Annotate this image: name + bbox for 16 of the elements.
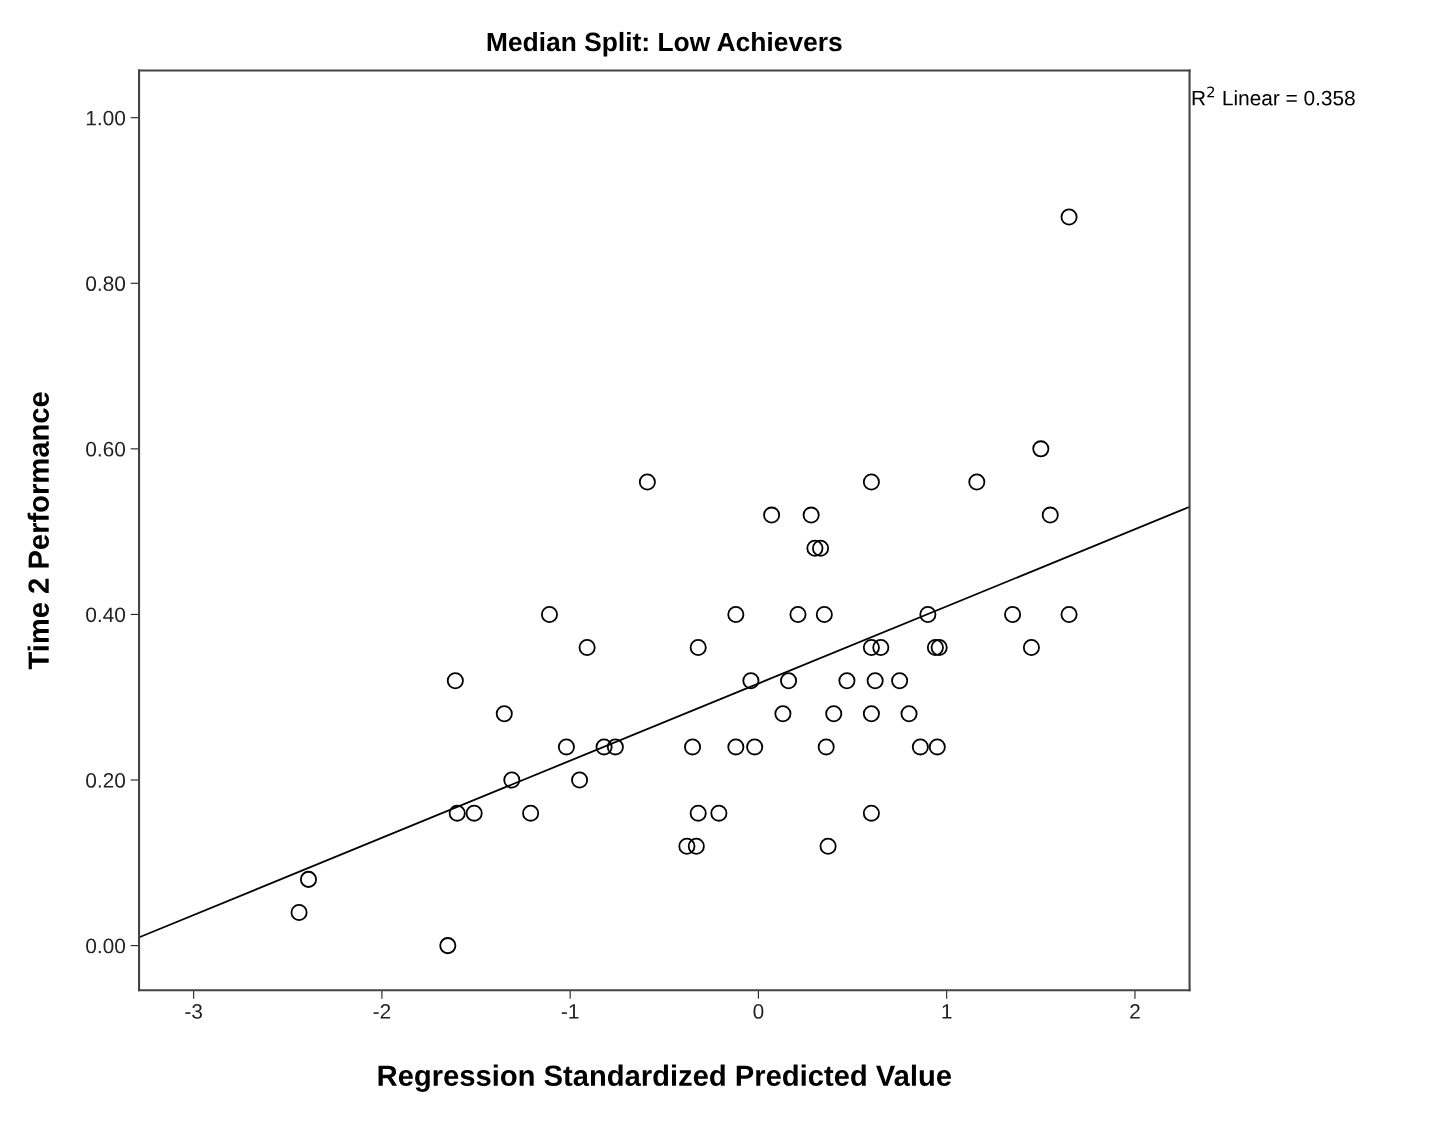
x-tick-label: 0	[753, 1004, 764, 1019]
y-tick-label: 0.20	[86, 773, 126, 788]
x-tick-label: -3	[185, 1004, 202, 1019]
x-tick-label: 1	[942, 1004, 952, 1019]
chart-title: Median Split: Low Achievers	[487, 31, 842, 57]
y-tick-label: 0.60	[86, 441, 126, 457]
y-axis-title: Time 2 Performance	[27, 392, 49, 670]
y-tick-label: 1.00	[86, 110, 126, 126]
x-tick-label: -1	[561, 1004, 579, 1019]
x-tick-label: 2	[1130, 1004, 1140, 1019]
text: R$^{2}$ Linear = 0.358	[1192, 86, 1355, 106]
x-tick-label: -2	[373, 1004, 391, 1019]
x-axis-title: Regression Standardized Predicted Value	[378, 1064, 952, 1092]
y-tick-label: 0.40	[86, 607, 126, 623]
y-tick-label: 0.00	[86, 938, 126, 954]
y-tick-label: 0.80	[86, 276, 126, 292]
